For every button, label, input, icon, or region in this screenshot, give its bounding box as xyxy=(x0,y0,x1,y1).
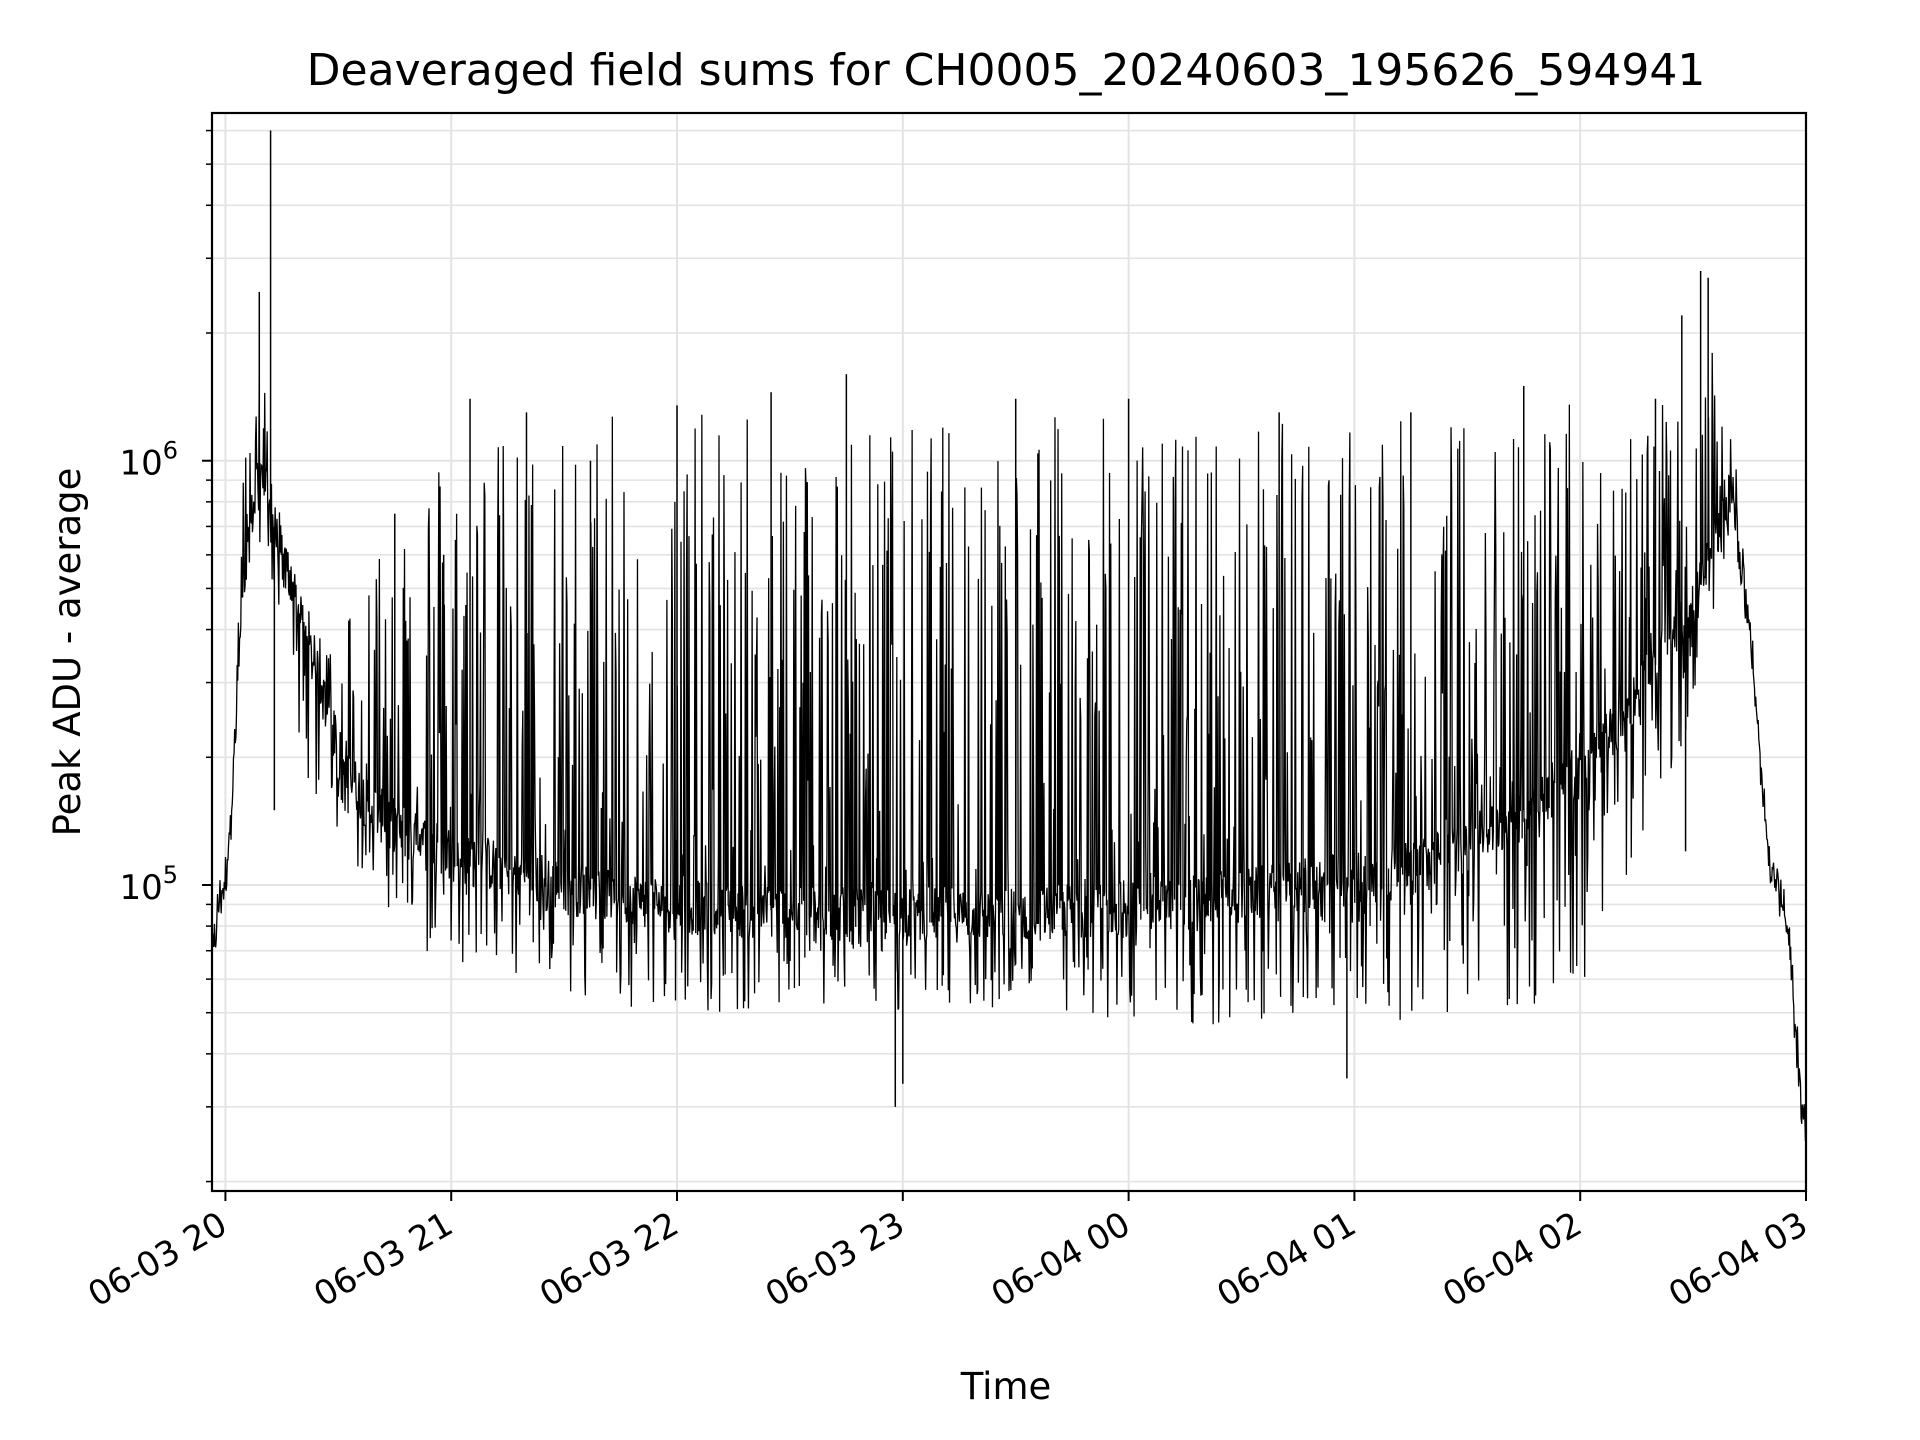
y-tick-label: 105 xyxy=(119,861,178,908)
y-tick-base: 10 xyxy=(119,868,162,908)
y-axis-label: Peak ADU - average xyxy=(46,468,89,837)
plot-frame xyxy=(210,111,1808,1193)
x-axis-label: Time xyxy=(960,1365,1052,1408)
chart-title: Deaveraged field sums for CH0005_2024060… xyxy=(307,45,1706,96)
y-tick-exponent: 6 xyxy=(163,437,178,465)
y-tick-base: 10 xyxy=(119,444,162,484)
y-tick-exponent: 5 xyxy=(163,861,178,889)
series-line xyxy=(211,352,1807,1142)
y-tick-label: 106 xyxy=(119,437,178,484)
data-series xyxy=(211,130,1807,1142)
